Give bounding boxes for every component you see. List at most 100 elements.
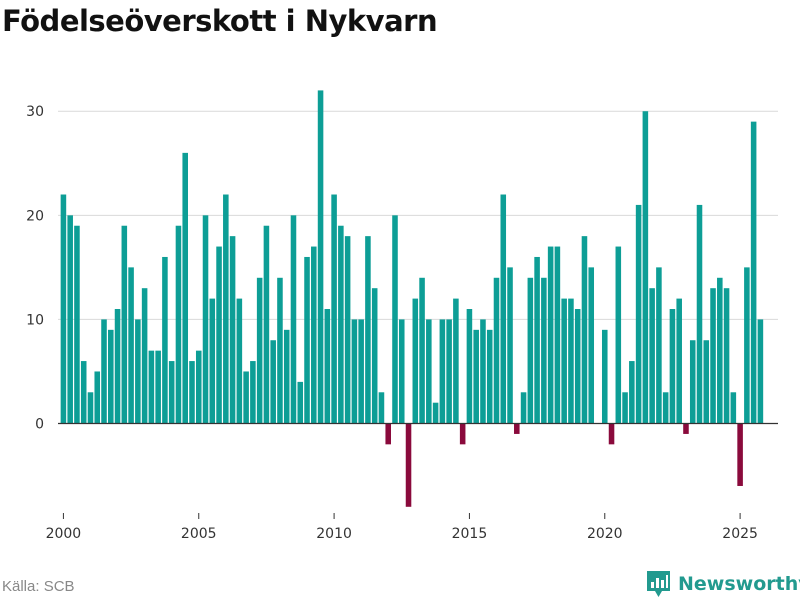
bar bbox=[635, 204, 642, 424]
bar bbox=[223, 194, 229, 424]
bar bbox=[419, 277, 425, 424]
bar bbox=[155, 350, 161, 424]
bar bbox=[473, 329, 479, 424]
bar bbox=[216, 246, 222, 424]
bar bbox=[209, 298, 216, 424]
bar bbox=[385, 423, 391, 445]
bar bbox=[541, 277, 547, 424]
bar bbox=[486, 329, 493, 424]
bar bbox=[229, 236, 236, 424]
bar bbox=[601, 329, 608, 424]
bar bbox=[534, 256, 540, 424]
x-axis-labels: 2000 2005 2010 2015 2020 2025 bbox=[46, 526, 758, 542]
bar bbox=[581, 236, 588, 424]
bar bbox=[750, 121, 757, 424]
bar bbox=[412, 298, 419, 424]
brand-logo[interactable]: Newsworthy bbox=[645, 569, 800, 599]
bar bbox=[358, 319, 364, 424]
bar bbox=[365, 236, 371, 424]
bar bbox=[649, 288, 655, 424]
bar bbox=[608, 423, 615, 445]
x-tick-label: 2005 bbox=[181, 526, 217, 542]
bar bbox=[250, 361, 256, 424]
brand-name: Newsworthy bbox=[678, 573, 800, 595]
y-tick-label: 30 bbox=[26, 104, 44, 120]
bar bbox=[114, 309, 121, 424]
bar-chart-logo-icon bbox=[647, 571, 670, 597]
bar bbox=[74, 225, 80, 424]
y-tick-label: 0 bbox=[35, 417, 44, 433]
bar bbox=[338, 225, 344, 424]
bar bbox=[297, 381, 304, 424]
bar bbox=[710, 288, 716, 424]
bar bbox=[696, 204, 703, 424]
bar bbox=[80, 361, 87, 424]
bar bbox=[270, 340, 276, 424]
bars bbox=[60, 90, 764, 507]
bar bbox=[432, 402, 439, 424]
y-tick-label: 10 bbox=[26, 312, 44, 328]
bar bbox=[168, 361, 175, 424]
bar bbox=[94, 371, 101, 424]
x-tick-label: 2010 bbox=[316, 526, 352, 542]
bar bbox=[574, 309, 581, 424]
bar bbox=[439, 319, 446, 424]
bar bbox=[642, 111, 649, 424]
bar bbox=[378, 392, 385, 424]
x-tick-label: 2000 bbox=[46, 526, 82, 542]
bar bbox=[662, 392, 669, 424]
bar bbox=[351, 319, 358, 424]
bar bbox=[588, 267, 595, 424]
bar bbox=[683, 423, 689, 434]
bar bbox=[175, 225, 182, 424]
bar bbox=[67, 215, 73, 424]
bar bbox=[547, 246, 554, 424]
bar bbox=[520, 392, 527, 424]
x-axis bbox=[58, 422, 778, 519]
bar bbox=[689, 340, 696, 424]
bar bbox=[453, 298, 459, 424]
x-tick-label: 2025 bbox=[722, 526, 758, 542]
bar bbox=[554, 246, 561, 424]
bar bbox=[568, 298, 574, 424]
bar bbox=[615, 246, 622, 424]
bar bbox=[703, 340, 710, 424]
bar bbox=[344, 236, 351, 424]
bar bbox=[87, 392, 94, 424]
bar bbox=[426, 319, 432, 424]
bar bbox=[500, 194, 507, 424]
source-note: Källa: SCB bbox=[2, 578, 75, 595]
bar bbox=[162, 256, 168, 424]
bar bbox=[480, 319, 486, 424]
bar bbox=[256, 277, 263, 424]
bar bbox=[622, 392, 628, 424]
bar bbox=[121, 225, 128, 424]
bar bbox=[405, 423, 412, 507]
bar bbox=[527, 277, 534, 424]
bar bbox=[304, 256, 310, 424]
x-tick-label: 2020 bbox=[587, 526, 623, 542]
bar bbox=[392, 215, 398, 424]
bar bbox=[629, 361, 635, 424]
chart-title: Födelseöverskott i Nykvarn bbox=[2, 4, 438, 38]
bar bbox=[398, 319, 405, 424]
bar bbox=[243, 371, 249, 424]
bar bbox=[128, 267, 134, 424]
bar bbox=[101, 319, 107, 424]
bar bbox=[459, 423, 466, 445]
bar bbox=[236, 298, 243, 424]
bar bbox=[189, 361, 195, 424]
bar bbox=[277, 277, 283, 424]
y-tick-label: 20 bbox=[26, 208, 44, 224]
bar bbox=[717, 277, 723, 424]
bar bbox=[676, 298, 682, 424]
bar bbox=[317, 90, 324, 424]
bar bbox=[737, 423, 743, 486]
bar bbox=[141, 288, 148, 424]
bar bbox=[446, 319, 452, 424]
bar bbox=[148, 350, 155, 424]
y-axis-labels: 0 10 20 30 bbox=[26, 104, 44, 432]
bar bbox=[466, 309, 473, 424]
bar bbox=[263, 225, 270, 424]
